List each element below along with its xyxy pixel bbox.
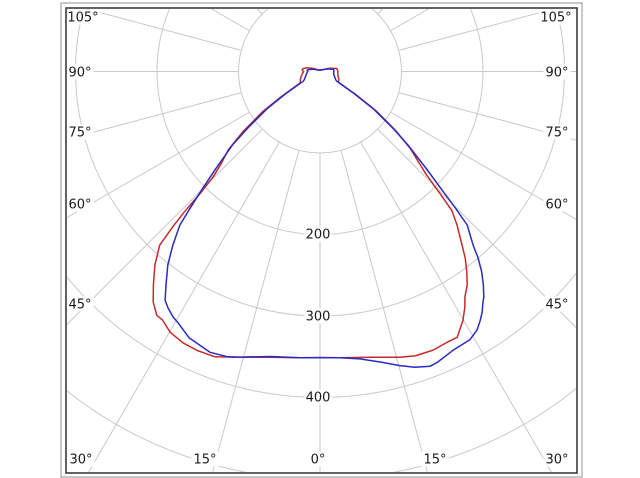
angle-label-4-45deg: 45° <box>68 298 91 313</box>
radial-tick-label-200-backing <box>304 226 332 242</box>
angle-label-14-105deg: 105° <box>540 11 571 26</box>
angle-label-3-60deg-backing <box>66 196 94 212</box>
angle-label-12-75deg: 75° <box>545 126 568 141</box>
radial-line-105deg <box>398 9 556 51</box>
angle-label-13-90deg: 90° <box>545 66 568 81</box>
angle-label-6-15deg-backing <box>191 451 219 467</box>
angle-label-9-30deg-backing <box>543 451 571 467</box>
curve-blue <box>164 68 485 368</box>
radial-tick-label-300: 300 <box>306 310 331 325</box>
angle-label-13-90deg-backing <box>543 64 571 80</box>
angle-label-2-75deg: 75° <box>68 126 91 141</box>
chart-labels: 200 300 400 105° 90° 75° 60° 45° 30° 15° 0° 15° 30° 4… <box>65 9 574 468</box>
radial-line--30deg <box>88 141 280 472</box>
radial-tick-label-400-backing <box>304 389 332 405</box>
angle-label-1-90deg: 90° <box>68 66 91 81</box>
angle-label-1-90deg-backing <box>66 64 94 80</box>
radial-line--75deg <box>67 92 242 140</box>
radial-line-60deg <box>390 111 576 220</box>
angle-label-0-105deg: 105° <box>67 11 98 26</box>
radial-line-75deg <box>398 92 576 141</box>
angle-label-5-30deg: 30° <box>69 453 92 468</box>
radial-line--60deg <box>67 111 250 219</box>
angle-label-14-105deg-backing <box>538 9 574 25</box>
angle-label-10-45deg-backing <box>543 296 571 312</box>
radial-line--45deg <box>67 128 263 326</box>
angle-label-9-30deg: 30° <box>545 453 568 468</box>
radial-tick-label-400: 400 <box>306 391 331 406</box>
intensity-curves <box>152 67 485 368</box>
angle-label-11-60deg-backing <box>543 196 571 212</box>
angle-label-11-60deg: 60° <box>545 198 568 213</box>
radial-line-30deg <box>360 141 552 472</box>
radial-line--15deg <box>212 150 300 472</box>
radial-tick-label-300-backing <box>304 308 332 324</box>
angle-label-7-0deg-backing <box>308 451 328 467</box>
angle-label-10-45deg: 45° <box>545 298 568 313</box>
angle-label-6-15deg: 15° <box>193 453 216 468</box>
radial-line-15deg <box>340 150 428 472</box>
angle-label-0-105deg-backing <box>65 9 101 25</box>
angle-label-4-45deg-backing <box>66 296 94 312</box>
angle-label-8-15deg-backing <box>421 451 449 467</box>
angle-label-5-30deg-backing <box>67 451 95 467</box>
angle-label-3-60deg: 60° <box>68 198 91 213</box>
radial-line--105deg <box>84 9 242 51</box>
outer-frame <box>60 2 583 478</box>
plot-border <box>65 7 578 474</box>
radial-tick-label-200: 200 <box>306 228 331 243</box>
angle-label-7-0deg: 0° <box>311 453 326 468</box>
angle-label-12-75deg-backing <box>543 124 571 140</box>
angle-label-8-15deg: 15° <box>423 453 446 468</box>
angle-label-2-75deg-backing <box>66 124 94 140</box>
